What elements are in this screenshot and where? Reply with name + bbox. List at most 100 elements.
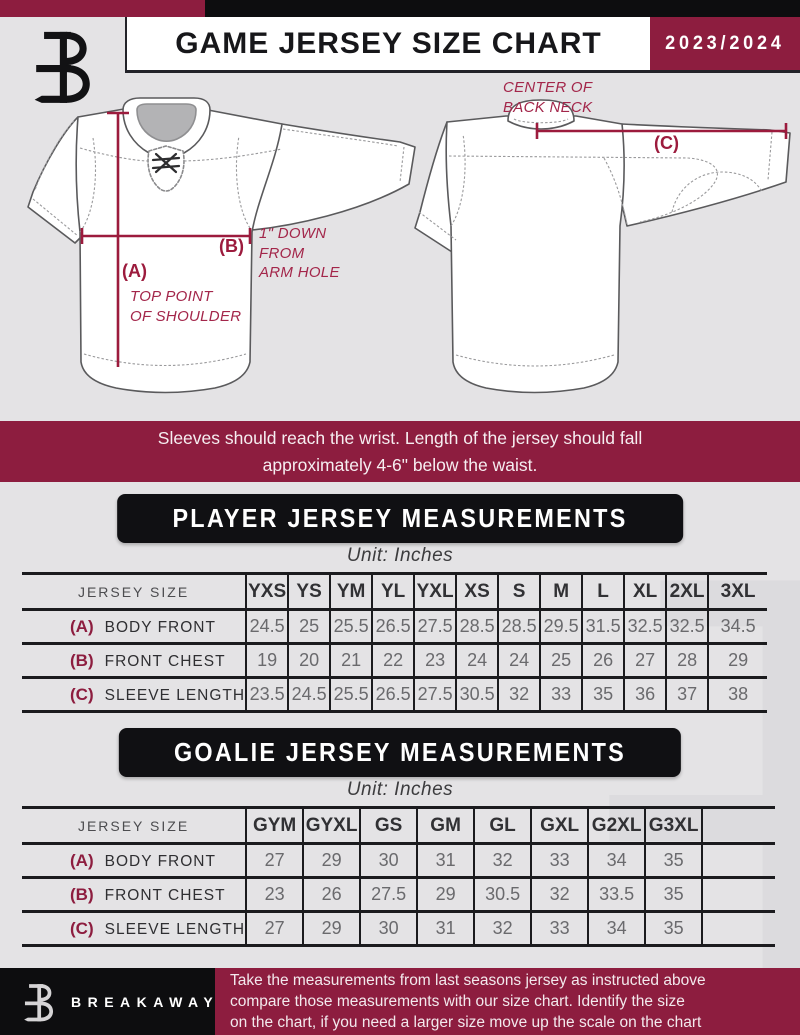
size-value-cell: 29 xyxy=(302,842,361,878)
player-unit-label: Unit: Inches xyxy=(346,545,454,566)
size-value-cell: 34.5 xyxy=(707,608,768,644)
size-value-cell: 24.5 xyxy=(245,608,289,644)
size-value-cell: 34 xyxy=(587,842,646,878)
row-header-sleeve-length: (C) SLEEVE LENGTH xyxy=(22,676,247,713)
footer: BREAKAWAY Take the measurements from las… xyxy=(0,968,800,1035)
size-value-cell: 24 xyxy=(455,642,499,678)
page-title-box: GAME JERSEY SIZE CHART xyxy=(127,17,650,73)
size-value-cell: 33 xyxy=(530,910,589,947)
empty-column-header xyxy=(701,806,776,845)
goalie-section-title: GOALIE JERSEY MEASUREMENTS xyxy=(173,737,627,767)
size-value-cell: 30 xyxy=(359,842,418,878)
size-column-header: G2XL xyxy=(587,806,646,845)
row-header-body-front: (A) BODY FRONT xyxy=(22,608,247,644)
footer-instructions: Take the measurements from last seasons … xyxy=(230,971,706,1032)
size-value-cell: 26 xyxy=(302,876,361,912)
size-value-cell: 35 xyxy=(644,842,703,878)
size-column-header: XS xyxy=(455,572,499,611)
size-value-cell: 32.5 xyxy=(665,608,709,644)
size-value-cell: 28.5 xyxy=(497,608,541,644)
player-size-table: JERSEY SIZE YXS YS YM YL YXL XS S M L XL… xyxy=(22,572,768,713)
size-value-cell: 29 xyxy=(302,910,361,947)
size-column-header: YL xyxy=(371,572,415,611)
table-row: (B) FRONT CHEST 23 26 27.5 29 30.5 32 33.… xyxy=(22,876,776,912)
table-row: (C) SLEEVE LENGTH 23.5 24.5 25.5 26.5 27.… xyxy=(22,676,768,713)
size-value-cell: 27 xyxy=(245,842,304,878)
player-section-banner: PLAYER JERSEY MEASUREMENTS xyxy=(117,494,683,543)
size-value-cell: 25 xyxy=(287,608,331,644)
empty-cell xyxy=(701,842,776,878)
size-value-cell: 38 xyxy=(707,676,768,713)
goalie-unit-label: Unit: Inches xyxy=(346,779,454,800)
size-value-cell: 27.5 xyxy=(413,676,457,713)
size-value-cell: 26 xyxy=(581,642,625,678)
size-value-cell: 24.5 xyxy=(287,676,331,713)
table-row: (A) BODY FRONT 24.5 25 25.5 26.5 27.5 28.… xyxy=(22,608,768,644)
size-value-cell: 23.5 xyxy=(245,676,289,713)
season-label: 2023/2024 xyxy=(665,32,785,54)
size-value-cell: 30 xyxy=(359,910,418,947)
size-value-cell: 32.5 xyxy=(623,608,667,644)
measure-label-a: (A) xyxy=(122,261,147,281)
size-value-cell: 27 xyxy=(623,642,667,678)
size-value-cell: 36 xyxy=(623,676,667,713)
size-value-cell: 32 xyxy=(473,910,532,947)
size-value-cell: 30.5 xyxy=(455,676,499,713)
size-value-cell: 25.5 xyxy=(329,676,373,713)
size-value-cell: 35 xyxy=(644,876,703,912)
size-column-header: L xyxy=(581,572,625,611)
size-value-cell: 27 xyxy=(245,910,304,947)
size-value-cell: 28 xyxy=(665,642,709,678)
size-value-cell: 32 xyxy=(497,676,541,713)
table-header-row: JERSEY SIZE YXS YS YM YL YXL XS S M L XL… xyxy=(22,572,768,611)
size-column-header: 3XL xyxy=(707,572,768,611)
corner-header: JERSEY SIZE xyxy=(22,806,247,845)
size-value-cell: 33.5 xyxy=(587,876,646,912)
row-header-sleeve-length: (C) SLEEVE LENGTH xyxy=(22,910,247,947)
size-value-cell: 23 xyxy=(245,876,304,912)
table-row: (C) SLEEVE LENGTH 27 29 30 31 32 33 34 35 xyxy=(22,910,776,947)
measurement-lines xyxy=(80,111,788,367)
size-value-cell: 25.5 xyxy=(329,608,373,644)
size-value-cell: 32 xyxy=(530,876,589,912)
table-row: (B) FRONT CHEST 19 20 21 22 23 24 24 25 2… xyxy=(22,642,768,678)
brand-name: BREAKAWAY xyxy=(71,993,220,1010)
size-column-header: YS xyxy=(287,572,331,611)
size-value-cell: 33 xyxy=(539,676,583,713)
size-column-header: YXL xyxy=(413,572,457,611)
size-column-header: GXL xyxy=(530,806,589,845)
season-badge: 2023/2024 xyxy=(650,17,800,73)
fit-instructions-banner: Sleeves should reach the wrist. Length o… xyxy=(0,421,800,482)
size-value-cell: 25 xyxy=(539,642,583,678)
size-value-cell: 29 xyxy=(416,876,475,912)
size-value-cell: 26.5 xyxy=(371,608,415,644)
measure-note-b: 1" DOWN FROM ARM HOLE xyxy=(259,225,340,281)
measure-note-c: CENTER OF BACK NECK xyxy=(503,79,593,116)
size-value-cell: 37 xyxy=(665,676,709,713)
measure-label-b: (B) xyxy=(219,236,244,256)
measure-label-c: (C) xyxy=(654,133,679,153)
empty-cell xyxy=(701,910,776,947)
size-value-cell: 21 xyxy=(329,642,373,678)
size-value-cell: 28.5 xyxy=(455,608,499,644)
size-value-cell: 27.5 xyxy=(413,608,457,644)
size-column-header: S xyxy=(497,572,541,611)
empty-cell xyxy=(701,876,776,912)
size-value-cell: 31 xyxy=(416,910,475,947)
size-column-header: GYM xyxy=(245,806,304,845)
row-header-body-front: (A) BODY FRONT xyxy=(22,842,247,878)
size-value-cell: 35 xyxy=(581,676,625,713)
table-row: (A) BODY FRONT 27 29 30 31 32 33 34 35 xyxy=(22,842,776,878)
jersey-diagrams xyxy=(27,97,791,394)
size-value-cell: 31.5 xyxy=(581,608,625,644)
player-section-title: PLAYER JERSEY MEASUREMENTS xyxy=(172,503,628,533)
breakaway-b-logo-footer xyxy=(24,984,54,1022)
goalie-size-table: JERSEY SIZE GYM GYXL GS GM GL GXL G2XL G… xyxy=(22,806,776,947)
page-title: GAME JERSEY SIZE CHART xyxy=(175,26,602,60)
measure-note-a: TOP POINT OF SHOULDER xyxy=(130,288,242,325)
size-value-cell: 23 xyxy=(413,642,457,678)
corner-header: JERSEY SIZE xyxy=(22,572,247,611)
size-column-header: XL xyxy=(623,572,667,611)
row-header-front-chest: (B) FRONT CHEST xyxy=(22,876,247,912)
size-column-header: M xyxy=(539,572,583,611)
